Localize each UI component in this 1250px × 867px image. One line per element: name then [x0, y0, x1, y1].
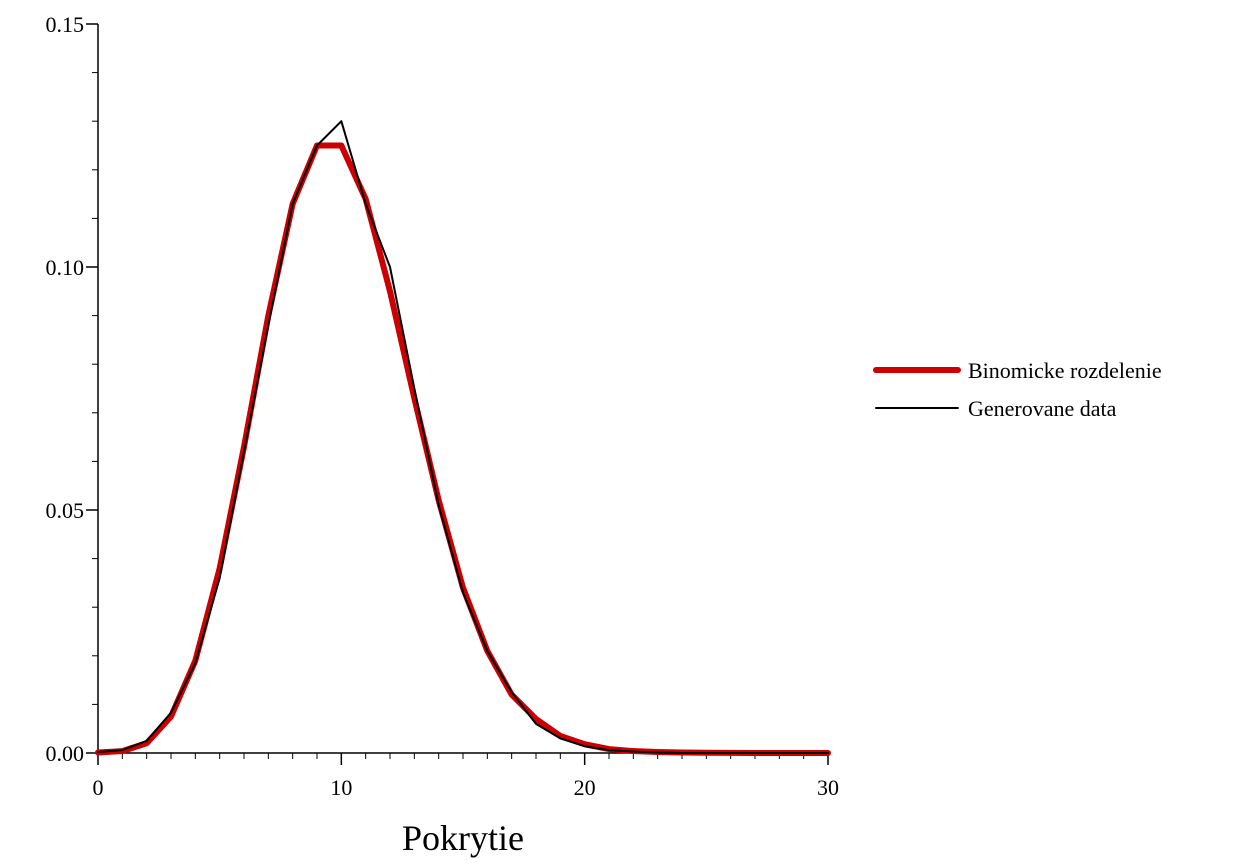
legend-label-binomicke-rozdelenie: Binomicke rozdelenie: [968, 358, 1162, 383]
y-tick-label: 0.05: [46, 498, 85, 523]
series-line-binomicke-rozdelenie: [95, 142, 831, 756]
x-tick-label: 10: [330, 775, 352, 800]
x-tick-label: 30: [817, 775, 839, 800]
legend: Binomicke rozdelenie Generovane data: [873, 358, 1162, 421]
axis-ticks: [86, 23, 829, 765]
x-axis-title: Pokrytie: [402, 818, 524, 858]
series-line-generovane-data: [97, 120, 829, 754]
legend-label-generovane-data: Generovane data: [968, 396, 1117, 421]
axes: [97, 24, 828, 754]
y-tick-label: 0.15: [46, 12, 85, 37]
series-layer: [95, 120, 831, 756]
x-tick-label: 0: [93, 775, 104, 800]
y-tick-label: 0.00: [46, 741, 85, 766]
y-tick-label: 0.10: [46, 255, 85, 280]
axis-tick-labels: 0 10 20 30 0.00 0.05 0.10 0.15: [46, 12, 840, 800]
x-tick-label: 20: [574, 775, 596, 800]
